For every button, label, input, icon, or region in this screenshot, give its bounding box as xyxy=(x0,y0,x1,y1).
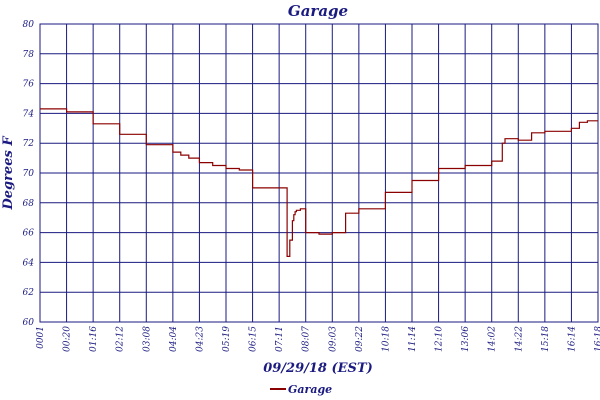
x-tick-labels: 0001 00:20 01:16 02:12 03:08 04:04 04:23 05:19 0… xyxy=(36,326,600,352)
y-tick-labels: 80 78 76 74 72 70 68 66 64 62 60 xyxy=(23,20,35,328)
x-tick-label: 14:02 xyxy=(488,326,498,352)
series-line-garage xyxy=(40,108,598,257)
x-tick-label: 02:12 xyxy=(116,326,126,352)
x-tick-label: 08:07 xyxy=(302,326,312,352)
y-tick-label: 70 xyxy=(23,169,35,179)
y-tick-label: 66 xyxy=(23,229,35,239)
y-tick-label: 78 xyxy=(23,50,35,60)
y-tick-label: 80 xyxy=(23,20,35,30)
x-tick-label: 15:18 xyxy=(541,326,551,352)
chart-title: Garage xyxy=(288,2,348,20)
x-tick-label: 09:22 xyxy=(355,326,365,352)
y-tick-label: 68 xyxy=(23,199,35,209)
x-tick-label: 04:23 xyxy=(195,326,205,352)
x-tick-label: 07:11 xyxy=(275,326,285,352)
x-tick-label: 12:10 xyxy=(435,326,445,352)
x-tick-label: 06:15 xyxy=(249,326,259,352)
grid xyxy=(39,23,599,323)
x-tick-label: 13:06 xyxy=(461,326,471,352)
x-tick-label: 09:03 xyxy=(328,326,338,352)
x-tick-label: 10:18 xyxy=(381,326,391,352)
y-tick-label: 72 xyxy=(23,139,35,149)
y-axis-title: Degrees F xyxy=(1,136,16,211)
y-tick-label: 76 xyxy=(23,80,35,90)
x-axis-title: 09/29/18 (EST) xyxy=(263,361,373,376)
x-tick-label: 04:04 xyxy=(169,326,179,352)
x-tick-label: 11:14 xyxy=(408,326,418,352)
y-tick-label: 60 xyxy=(23,318,35,328)
x-tick-label: 16:14 xyxy=(567,326,577,352)
x-tick-label: 00:20 xyxy=(63,326,73,352)
x-tick-label: 0001 xyxy=(36,326,46,349)
x-tick-label: 05:19 xyxy=(222,326,232,352)
x-tick-label: 14:22 xyxy=(514,326,524,352)
x-tick-label: 03:08 xyxy=(142,326,152,352)
y-tick-label: 62 xyxy=(23,288,35,298)
x-tick-label: 01:16 xyxy=(89,326,99,352)
y-tick-label: 74 xyxy=(23,109,35,119)
x-tick-label: 16:18 xyxy=(594,326,600,352)
legend-label-garage: Garage xyxy=(288,383,332,396)
y-tick-label: 64 xyxy=(23,258,35,268)
